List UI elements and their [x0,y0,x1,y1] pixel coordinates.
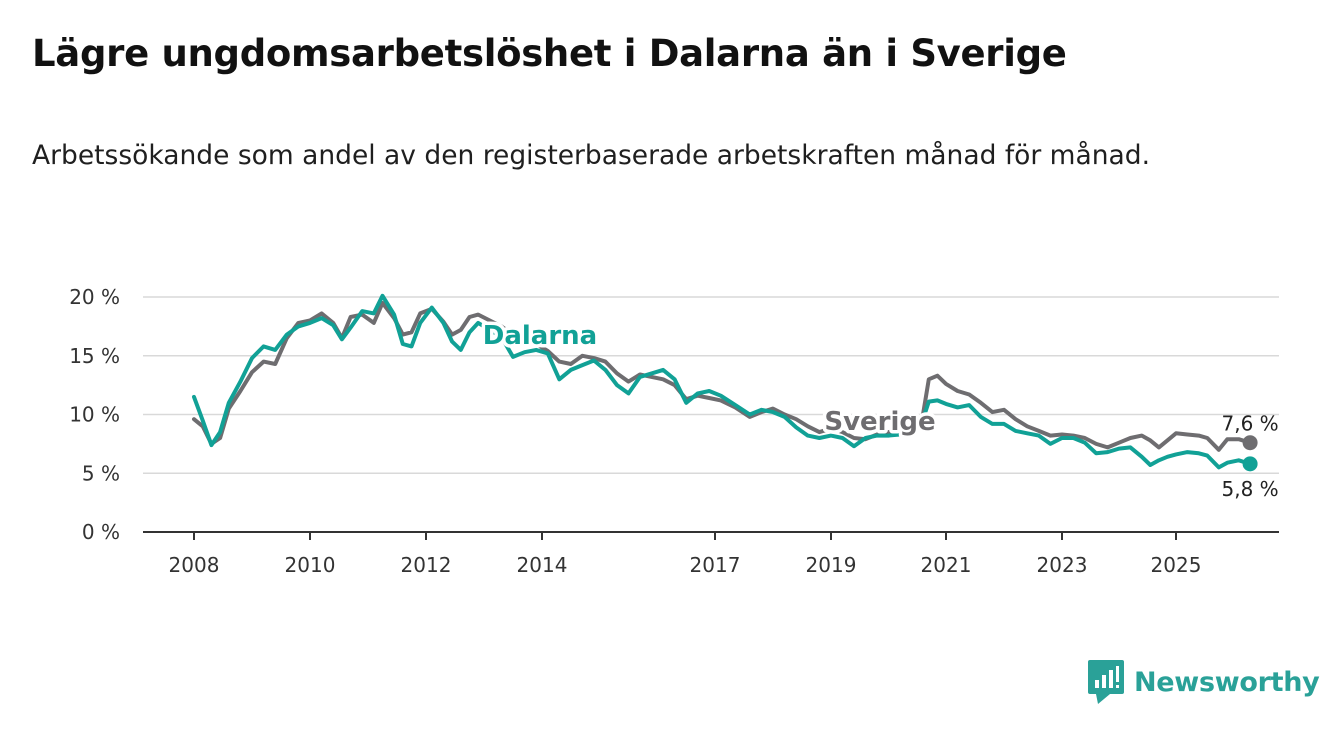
end-point-sverige [1242,435,1258,451]
x-tick-label: 2021 [921,553,972,577]
x-tick-label: 2012 [401,553,452,577]
y-tick-label: 0 % [82,520,120,544]
series-name-label-sverige: Sverige [824,407,935,437]
x-tick-label: 2023 [1037,553,1088,577]
x-axis-ticks: 2008 2010 2012 2014 2017 2019 2021 2023 2025 [169,532,1202,577]
series-lines [192,293,1258,472]
x-tick-label: 2019 [806,553,857,577]
end-value-label-dalarna: 5,8 % [1222,477,1279,501]
brand-logo: Newsworthy [1088,660,1320,704]
x-tick-label: 2017 [690,553,741,577]
gridlines [143,296,1279,474]
x-tick-label: 2010 [285,553,336,577]
end-value-label-sverige: 7,6 % [1222,412,1279,436]
x-tick-label: 2008 [169,553,220,577]
chart-title: Lägre ungdomsarbetslöshet i Dalarna än i… [32,32,1067,75]
series-line-dalarna [192,293,1253,470]
y-tick-label: 5 % [82,461,120,485]
y-tick-label: 20 % [69,285,120,309]
x-tick-label: 2014 [517,553,568,577]
y-axis-ticks: 0 % 5 % 10 % 15 % 20 % [69,285,120,544]
x-tick-label: 2025 [1151,553,1202,577]
newsworthy-logo-icon [1088,660,1124,704]
series-line-sverige [192,300,1253,452]
series-name-label-dalarna: Dalarna [483,321,597,351]
series-labels: 7,6 % Sverige 5,8 % Dalarna [479,318,1279,501]
brand-name: Newsworthy [1134,666,1320,698]
y-tick-label: 15 % [69,344,120,368]
y-tick-label: 10 % [69,403,120,427]
end-point-dalarna [1242,456,1258,472]
chart-subtitle: Arbetssökande som andel av den registerb… [32,140,1151,171]
